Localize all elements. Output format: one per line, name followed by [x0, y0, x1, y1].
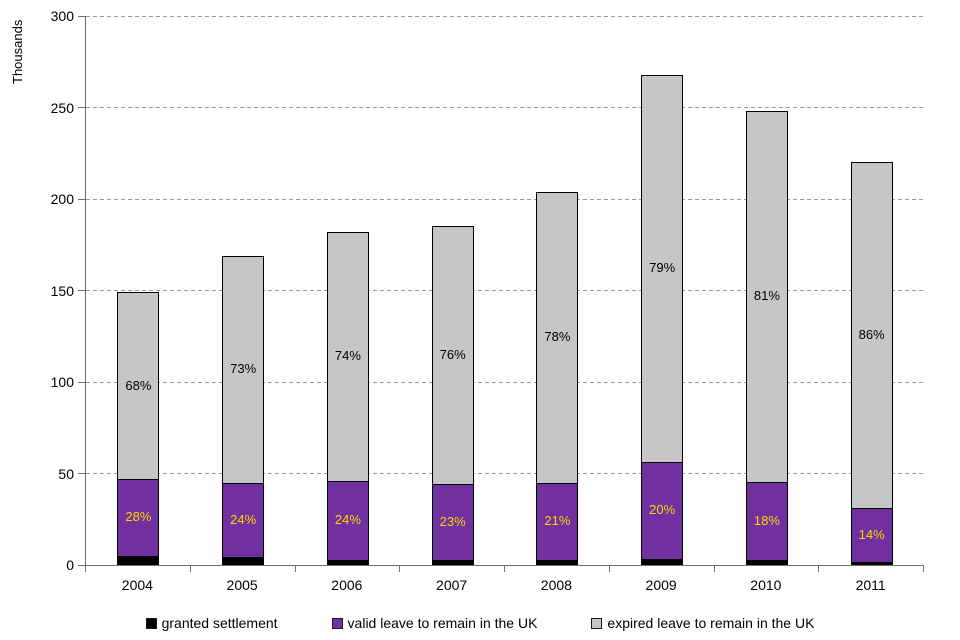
legend-item-valid-leave: valid leave to remain in the UK	[331, 615, 538, 631]
bar-segment-2011-2	[850, 162, 893, 509]
legend: granted settlement valid leave to remain…	[0, 609, 960, 637]
segment-label-2006-2: 74%	[334, 348, 361, 364]
y-tick-mark-50	[78, 473, 86, 474]
bar-segment-2007-2	[431, 225, 474, 485]
segment-label-2011-2: 86%	[858, 327, 885, 343]
segment-label-2008-2: 78%	[544, 329, 571, 345]
y-tick-mark-150	[78, 290, 86, 291]
gridline-150	[86, 290, 924, 291]
bar-segment-2008-1	[536, 482, 579, 560]
bar-segment-2010-0	[745, 560, 788, 565]
segment-label-2008-1: 21%	[544, 513, 571, 529]
x-axis-label-2006: 2006	[331, 577, 363, 593]
bar-segment-2009-0	[641, 558, 684, 565]
segment-label-2007-1: 23%	[439, 514, 466, 530]
x-axis-label-2010: 2010	[750, 577, 782, 593]
y-tick-mark-300	[78, 15, 86, 17]
y-tick-label-150: 150	[50, 282, 74, 299]
segment-label-2009-1: 20%	[649, 502, 676, 518]
expired-leave-swatch-icon	[591, 617, 603, 629]
granted-settlement-swatch-icon	[145, 617, 157, 629]
x-tick-mark-2	[294, 566, 296, 572]
bar-segment-2004-1	[117, 478, 160, 556]
y-tick-label-0: 0	[66, 557, 74, 573]
x-tick-mark-6	[713, 566, 715, 572]
legend-label: granted settlement	[161, 615, 278, 631]
x-tick-mark-0	[85, 566, 86, 572]
x-tick-mark-5	[608, 566, 610, 572]
bar-segment-2004-2	[117, 292, 160, 479]
bar-segment-2005-0	[222, 556, 265, 565]
x-tick-mark-1	[189, 566, 191, 572]
segment-label-2005-2: 73%	[230, 361, 257, 377]
bar-segment-2005-2	[222, 255, 265, 483]
y-tick-mark-0	[78, 564, 86, 566]
y-tick-mark-250	[78, 107, 86, 108]
segment-label-2004-1: 28%	[125, 509, 152, 525]
gridline-200	[86, 198, 924, 200]
gridline-100	[86, 381, 924, 383]
legend-label: expired leave to remain in the UK	[607, 615, 815, 631]
gridline-250	[86, 107, 924, 108]
x-tick-mark-8	[923, 566, 924, 572]
x-tick-mark-7	[818, 566, 820, 572]
legend-item-expired-leave: expired leave to remain in the UK	[591, 615, 814, 631]
x-axis-label-2005: 2005	[226, 577, 258, 593]
bar-segment-2008-2	[536, 191, 579, 483]
bar-segment-2007-1	[431, 484, 474, 561]
segment-label-2005-1: 24%	[230, 511, 257, 527]
bar-segment-2009-2	[641, 74, 684, 462]
gridline-50	[86, 473, 924, 474]
bar-segment-2006-0	[326, 559, 369, 565]
bar-segment-2006-2	[326, 231, 369, 481]
segment-label-2010-1: 18%	[753, 513, 780, 529]
segment-label-2004-2: 68%	[125, 377, 152, 393]
legend-label: valid leave to remain in the UK	[347, 615, 538, 631]
x-axis-label-2009: 2009	[645, 577, 677, 593]
valid-leave-swatch-icon	[331, 617, 343, 629]
bar-segment-2005-1	[222, 482, 265, 557]
bar-segment-2008-0	[536, 559, 579, 565]
y-tick-mark-100	[78, 381, 86, 383]
y-tick-label-100: 100	[50, 374, 74, 390]
x-tick-mark-3	[399, 566, 401, 572]
segment-label-2007-2: 76%	[439, 347, 466, 362]
bar-segment-2007-0	[431, 560, 474, 565]
y-tick-label-300: 300	[50, 8, 74, 24]
x-tick-mark-4	[504, 566, 505, 572]
bar-segment-2010-1	[745, 481, 788, 561]
bar-segment-2011-1	[850, 508, 893, 563]
legend-item-granted-settlement: granted settlement	[145, 615, 278, 631]
x-axis-label-2011: 2011	[855, 577, 886, 593]
x-axis-label-2008: 2008	[540, 577, 572, 593]
bar-segment-2009-1	[641, 461, 684, 559]
y-tick-mark-200	[78, 198, 86, 200]
bar-segment-2010-2	[745, 111, 788, 482]
bar-segment-2006-1	[326, 480, 369, 560]
y-tick-label-50: 50	[58, 465, 74, 482]
bar-segment-2011-0	[850, 562, 893, 565]
x-axis-label-2004: 2004	[121, 577, 153, 593]
x-axis-label-2007: 2007	[436, 577, 468, 593]
y-tick-label-200: 200	[50, 191, 74, 207]
y-tick-label-250: 250	[50, 99, 74, 116]
gridline-300	[86, 15, 924, 17]
plot-area: 28% 68% 24% 73% 24% 74% 23% 76% 21% 78% 20% 79% 18% 8…	[85, 15, 924, 566]
y-axis-title: Thousands	[10, 19, 25, 85]
bar-segment-2004-0	[117, 555, 160, 565]
segment-label-2006-1: 24%	[334, 512, 361, 528]
segment-label-2011-1: 14%	[858, 527, 885, 543]
segment-label-2009-2: 79%	[649, 260, 676, 276]
segment-label-2010-2: 81%	[753, 288, 780, 304]
